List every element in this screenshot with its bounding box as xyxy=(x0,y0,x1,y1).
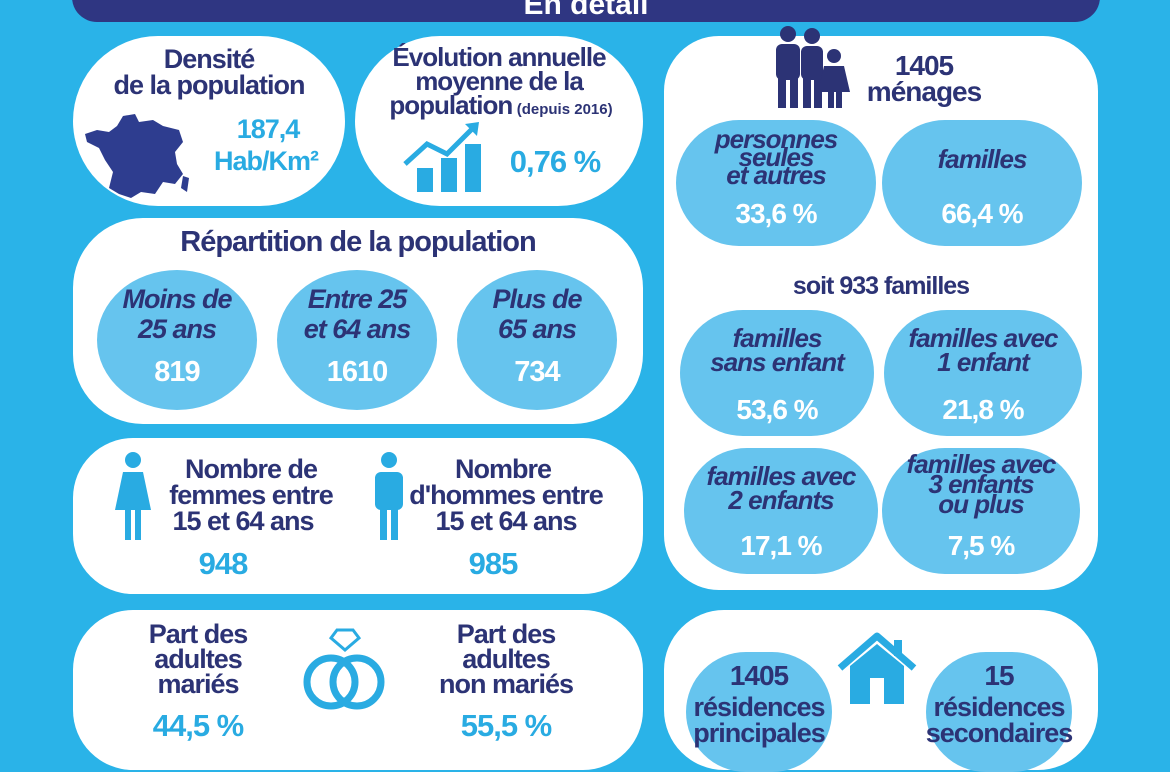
two-children-bubble: familles avec 2 enfants 17,1 % xyxy=(684,448,878,574)
main-residences-bubble: 1405 résidences principales xyxy=(686,652,832,772)
house-icon xyxy=(837,632,917,704)
repartition-title: Répartition de la population xyxy=(180,226,536,258)
secondary-residences-bubble: 15 résidences secondaires xyxy=(926,652,1073,772)
evolution-title-line2: moyenne de la xyxy=(415,66,584,96)
single-bubble: personnes seules et autres 33,6 % xyxy=(676,120,876,246)
growth-chart-icon xyxy=(403,122,481,192)
women-line3: 15 et 64 ans xyxy=(172,506,314,536)
age-25-64-value: 1610 xyxy=(326,356,389,388)
men-value: 985 xyxy=(468,546,519,581)
women-line2: femmes entre xyxy=(169,480,334,510)
main-residences-value: 1405 xyxy=(729,660,789,691)
age-under-25-value: 819 xyxy=(154,356,200,388)
families-total: soit 933 familles xyxy=(792,272,970,300)
married-line2: adultes xyxy=(154,644,243,674)
unmarried-line1: Part des xyxy=(456,619,557,649)
age-over-65-value: 734 xyxy=(514,356,560,388)
evolution-title-line1: Évolution annuelle xyxy=(392,42,606,72)
households-label: ménages xyxy=(866,76,982,107)
residences-panel: 1405 résidences principales 15 résidence… xyxy=(664,610,1098,772)
marriage-panel: Part des adultes mariés 44,5 % Part des … xyxy=(73,610,643,770)
density-value: 187,4 xyxy=(236,114,301,144)
unmarried-line3: non mariés xyxy=(438,669,574,699)
secondary-residences-value: 15 xyxy=(984,660,1014,691)
gender-panel: Nombre de femmes entre 15 et 64 ans 948 … xyxy=(73,438,643,594)
men-line3: 15 et 64 ans xyxy=(435,506,577,536)
woman-icon xyxy=(115,452,151,540)
age-under-25-bubble: Moins de 25 ans 819 xyxy=(97,270,257,410)
one-child-bubble: familles avec 1 enfant 21,8 % xyxy=(884,310,1082,436)
age-over-65-bubble: Plus de 65 ans 734 xyxy=(457,270,617,410)
secondary-residences-line2: secondaires xyxy=(925,718,1074,748)
evolution-value: 0,76 % xyxy=(509,144,602,179)
married-value: 44,5 % xyxy=(152,708,245,743)
no-child-bubble: familles sans enfant 53,6 % xyxy=(680,310,874,436)
unmarried-line2: adultes xyxy=(462,644,551,674)
age-25-64-bubble: Entre 25 et 64 ans 1610 xyxy=(277,270,437,410)
men-line2: d'hommes entre xyxy=(409,480,603,510)
married-line3: mariés xyxy=(157,669,239,699)
men-line1: Nombre xyxy=(454,454,552,484)
single-value: 33,6 % xyxy=(735,198,817,229)
banner-title: En détail xyxy=(523,0,649,21)
no-child-value: 53,6 % xyxy=(736,394,818,425)
evolution-title-note: (depuis 2016) xyxy=(516,101,613,118)
wedding-rings-icon xyxy=(303,628,385,710)
france-map-icon xyxy=(85,114,189,198)
one-child-value: 21,8 % xyxy=(942,394,1024,425)
families-bubble: familles 66,4 % xyxy=(882,120,1082,246)
man-icon xyxy=(375,452,403,540)
two-children-value: 17,1 % xyxy=(740,530,822,561)
unmarried-value: 55,5 % xyxy=(460,708,553,743)
family-icon xyxy=(776,26,850,108)
main-residences-line2: principales xyxy=(693,718,826,748)
households-panel: 1405 ménages personnes seules et autres … xyxy=(664,26,1098,590)
main-residences-line1: résidences xyxy=(693,692,825,722)
women-line1: Nombre de xyxy=(184,454,318,484)
women-value: 948 xyxy=(198,546,249,581)
evolution-panel: Évolution annuelle moyenne de la populat… xyxy=(355,36,643,206)
header-banner: En détail xyxy=(72,0,1100,22)
evolution-title-line3: population xyxy=(389,90,513,120)
repartition-panel: Répartition de la population Moins de 25… xyxy=(73,218,643,424)
families-value: 66,4 % xyxy=(941,198,1023,229)
secondary-residences-line1: résidences xyxy=(933,692,1065,722)
married-line1: Part des xyxy=(148,619,249,649)
density-unit: Hab/Km² xyxy=(213,146,319,176)
three-plus-value: 7,5 % xyxy=(947,530,1016,561)
density-panel: Densité de la population 187,4 Hab/Km² xyxy=(73,36,345,206)
density-title-line2: de la population xyxy=(113,70,306,100)
density-title-line1: Densité xyxy=(163,44,256,74)
households-count: 1405 xyxy=(894,50,954,81)
three-plus-bubble: familles avec 3 enfants ou plus 7,5 % xyxy=(882,448,1080,574)
